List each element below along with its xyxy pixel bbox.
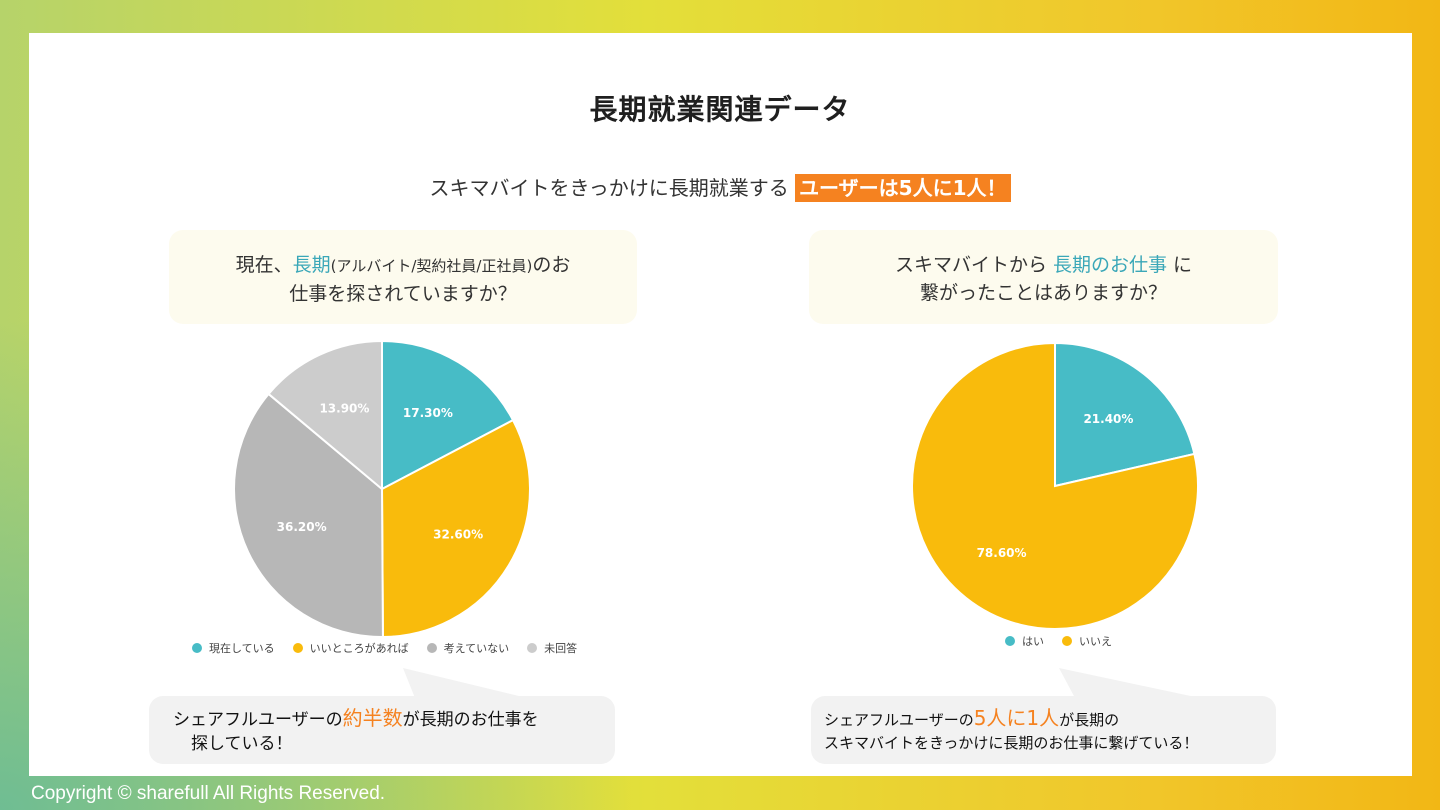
right-pie-legend: はい いいえ xyxy=(1005,633,1112,649)
right-pie-legend-swatch-0 xyxy=(1005,636,1015,646)
left-pie-legend-label-0: 現在している xyxy=(209,642,275,655)
left-question-keyword: 長期 xyxy=(292,254,331,276)
left-callout-suffix: が長期のお仕事を xyxy=(402,710,539,730)
right-callout-line2: スキマバイトをきっかけに長期のお仕事に繋げている！ xyxy=(824,734,1199,752)
right-pie-legend-label-0: はい xyxy=(1022,635,1044,648)
right-pie-slice-0 xyxy=(1054,341,1196,488)
right-callout-highlight: 5人に1人 xyxy=(973,706,1060,730)
right-pie-chart: 21.40% 78.60% xyxy=(911,341,1199,630)
left-pie-slice-3 xyxy=(267,339,383,492)
right-question-suffix: に xyxy=(1167,254,1193,276)
left-pie-legend-swatch-2 xyxy=(426,643,437,653)
left-question-line2: 仕事を探されていますか？ xyxy=(289,283,517,305)
right-question-line1: スキマバイトから 長期のお仕事 に xyxy=(809,251,1278,279)
right-pie-legend-swatch-1 xyxy=(1062,636,1072,646)
left-pie-legend-swatch-1 xyxy=(292,643,303,653)
left-pie-slice-label-3: 13.90% xyxy=(319,402,369,416)
subtitle: スキマバイトをきっかけに長期就業する ユーザーは5人に1人！ xyxy=(0,172,1440,202)
left-pie-legend-item-1: いいところがあれば xyxy=(292,640,409,656)
left-pie-legend-label-1: いいところがあれば xyxy=(309,642,409,655)
left-pie-legend-swatch-0 xyxy=(192,643,202,653)
right-question-box: スキマバイトから 長期のお仕事 に 繋がったことはありますか？ xyxy=(809,230,1278,324)
left-pie-legend-label-3: 未回答 xyxy=(544,642,578,655)
left-pie-legend-swatch-3 xyxy=(527,643,538,653)
left-bubble-tail xyxy=(403,668,527,698)
left-question-suffix: のお xyxy=(532,254,571,276)
right-pie-legend-item-0: はい xyxy=(1005,633,1044,649)
right-callout-prefix: シェアフルユーザーの xyxy=(824,711,974,729)
right-pie-legend-item-1: いいえ xyxy=(1062,633,1112,649)
subtitle-text: スキマバイトをきっかけに長期就業する xyxy=(429,176,789,200)
left-pie-legend-item-2: 考えていない xyxy=(426,640,510,656)
left-pie-chart: 17.30% 32.60% 36.20% 13.90% xyxy=(233,339,531,639)
left-pie-legend: 現在している いいところがあれば 考えていない 未回答 xyxy=(192,640,577,656)
left-question-line1: 現在、長期(アルバイト/契約社員/正社員)のお xyxy=(169,251,637,280)
right-pie-slice-label-0: 21.40% xyxy=(1083,412,1133,426)
left-question-prefix: 現在、 xyxy=(235,254,293,276)
left-question-box: 現在、長期(アルバイト/契約社員/正社員)のお 仕事を探されていますか？ xyxy=(169,230,637,324)
left-pie-legend-item-0: 現在している xyxy=(192,640,275,656)
right-callout-suffix: が長期の xyxy=(1059,711,1120,729)
right-question-prefix: スキマバイトから xyxy=(894,254,1053,276)
right-callout-line1: シェアフルユーザーの5人に1人が長期の xyxy=(824,706,1276,732)
left-pie-legend-item-3: 未回答 xyxy=(527,640,577,656)
left-pie-slice-label-1: 32.60% xyxy=(433,528,483,542)
subtitle-highlight: ユーザーは5人に1人！ xyxy=(795,174,1011,202)
left-callout-highlight: 約半数 xyxy=(342,706,403,730)
right-question-keyword: 長期のお仕事 xyxy=(1052,254,1167,276)
left-pie-legend-label-2: 考えていない xyxy=(443,642,510,655)
right-bubble-tail xyxy=(1059,668,1200,698)
left-question-note: (アルバイト/契約社員/正社員) xyxy=(330,257,533,275)
page-title: 長期就業関連データ xyxy=(589,93,851,126)
right-pie-legend-label-1: いいえ xyxy=(1079,635,1112,648)
right-pie-slice-label-1: 78.60% xyxy=(977,546,1027,560)
left-callout-bubble: シェアフルユーザーの約半数が長期のお仕事を 探している！ xyxy=(149,696,615,764)
left-callout-line2: 探している！ xyxy=(191,734,293,754)
left-callout-line1: シェアフルユーザーの約半数が長期のお仕事を xyxy=(173,706,615,732)
left-pie-slice-2 xyxy=(233,392,384,638)
copyright-footer: Copyright © sharefull All Rights Reserve… xyxy=(31,783,386,804)
right-callout-bubble: シェアフルユーザーの5人に1人が長期の スキマバイトをきっかけに長期のお仕事に繋… xyxy=(811,696,1276,764)
right-pie-slice-1 xyxy=(911,341,1199,630)
right-question-line2: 繋がったことはありますか？ xyxy=(919,282,1167,304)
left-pie-slice-1 xyxy=(380,418,531,639)
left-pie-slice-0 xyxy=(381,339,515,491)
left-callout-prefix: シェアフルユーザーの xyxy=(173,710,343,730)
left-pie-slice-label-0: 17.30% xyxy=(403,406,453,420)
left-pie-slice-label-2: 36.20% xyxy=(277,520,327,534)
